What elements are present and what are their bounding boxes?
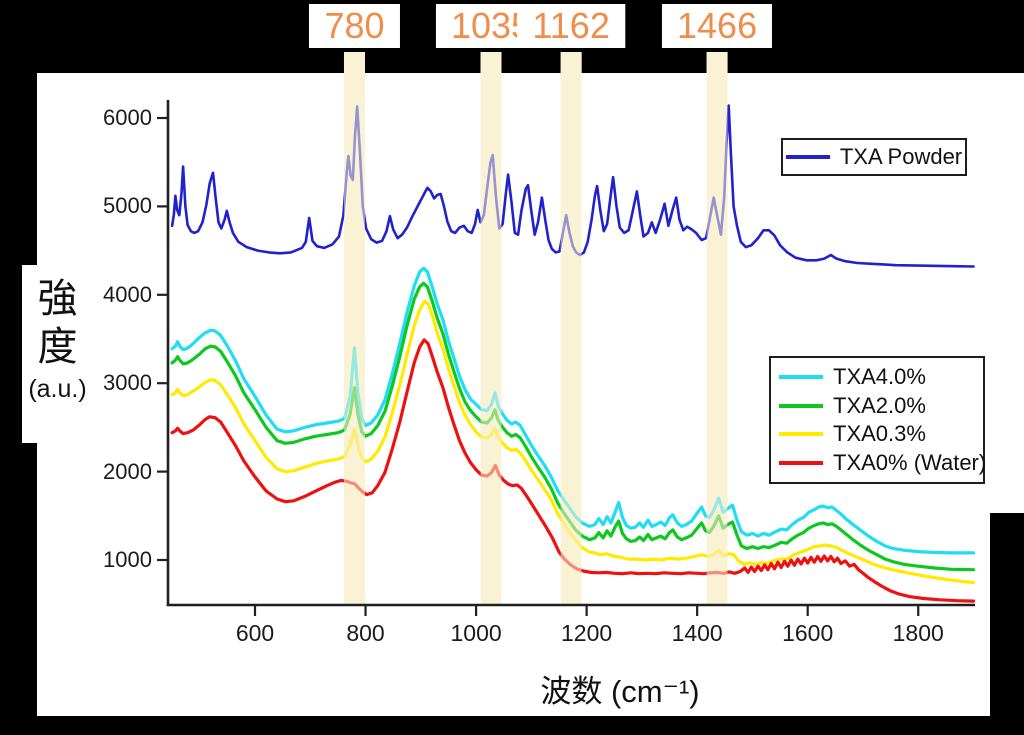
x-tick-label-600: 600 (235, 620, 275, 646)
highlight-band-overlay (343, 52, 365, 605)
highlight-band-overlay (560, 52, 582, 605)
highlight-band-overlay (706, 52, 728, 605)
legend-line-sample-blue (785, 155, 830, 159)
x-tick-label-1600: 1600 (782, 620, 834, 646)
legend-label: TXA2.0% (833, 392, 926, 418)
legend-item-txa-0-water: TXA0% (Water) (779, 450, 986, 476)
y-tick-label-5000: 5000 (103, 193, 152, 219)
legend-powder: TXA Powder (781, 138, 967, 176)
x-axis-title: 波数 (cm⁻¹) (540, 674, 700, 709)
legend-label: TXA0.3% (833, 421, 926, 447)
y-axis-title: 強 度 (a.u.) (22, 265, 93, 443)
peak-label-1466: 1466 (662, 4, 773, 48)
peak-label-1162: 1162 (517, 4, 625, 48)
y-tick-label-4000: 4000 (103, 281, 152, 307)
x-tick-label-1400: 1400 (671, 620, 723, 646)
y-axis-title-kanji-1: 強 (37, 277, 78, 321)
x-tick-label-800: 800 (346, 620, 385, 646)
legend-item-txa-4-0: TXA4.0% (779, 364, 975, 390)
legend-line-sample-yellow (779, 432, 823, 437)
plot-background-right-patch (990, 73, 1024, 513)
x-tick-label-1800: 1800 (892, 620, 944, 646)
x-tick-label-1000: 1000 (450, 620, 502, 646)
legend-solutions: TXA4.0% TXA2.0% TXA0.3% TXA0% (Water) (769, 356, 986, 484)
highlight-band-overlay (480, 52, 502, 605)
y-axis-title-unit: (a.u.) (28, 375, 87, 403)
legend-label: TXA4.0% (833, 364, 926, 390)
legend-line-sample-red (779, 460, 823, 465)
legend-label: TXA0% (Water) (833, 449, 987, 475)
y-tick-label-3000: 3000 (103, 370, 152, 396)
peak-label-780: 780 (309, 4, 400, 48)
legend-item-txa-powder: TXA Powder (785, 144, 963, 170)
y-axis-title-kanji-2: 度 (37, 325, 78, 369)
y-tick-label-6000: 6000 (103, 105, 152, 130)
x-tick-label-1200: 1200 (561, 620, 613, 646)
legend-label: TXA Powder (839, 144, 963, 169)
y-tick-label-2000: 2000 (103, 458, 152, 484)
y-tick-label-1000: 1000 (103, 547, 152, 572)
legend-item-txa-0-3: TXA0.3% (779, 421, 975, 447)
legend-line-sample-green (779, 403, 823, 408)
legend-line-sample-cyan (779, 375, 823, 380)
spectrum-txa0-3- (170, 299, 976, 585)
legend-item-txa-2-0: TXA2.0% (779, 393, 975, 419)
